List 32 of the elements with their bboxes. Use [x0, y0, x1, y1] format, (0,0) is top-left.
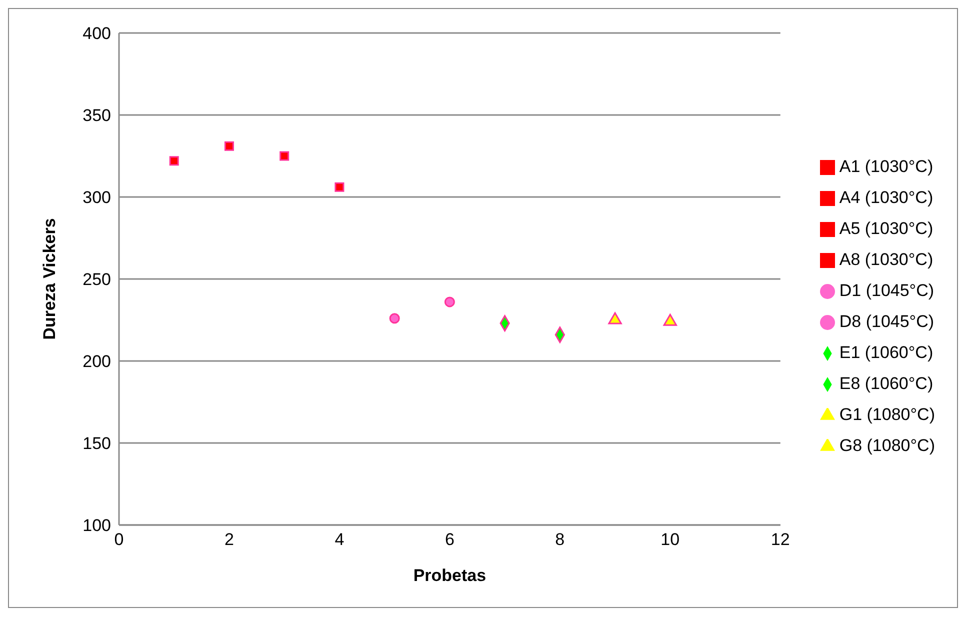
- point: [224, 141, 234, 151]
- legend-label: D1 (1045°C): [839, 281, 934, 300]
- y-tick-label: 200: [82, 352, 111, 372]
- x-tick-label: 10: [660, 530, 680, 550]
- y-tick-label: 100: [82, 516, 111, 536]
- legend-label: E1 (1060°C): [839, 343, 934, 362]
- x-tick-label: 2: [224, 530, 234, 550]
- legend-label: G1 (1080°C): [839, 405, 935, 424]
- x-tick-label: 0: [114, 530, 124, 550]
- x-tick-label: 12: [770, 530, 790, 550]
- point: [334, 182, 344, 192]
- x-tick-label: 6: [444, 530, 454, 550]
- point: [169, 156, 179, 166]
- point: [389, 313, 400, 324]
- x-tick-label: 4: [334, 530, 344, 550]
- legend-label: E8 (1060°C): [839, 374, 934, 393]
- y-tick-label: 400: [82, 24, 111, 44]
- legend-label: D8 (1045°C): [839, 312, 934, 331]
- point: [280, 151, 290, 161]
- legend-label: A5 (1030°C): [839, 219, 934, 238]
- legend-label: A8 (1030°C): [839, 250, 934, 269]
- point: [444, 296, 455, 308]
- y-tick-label: 300: [82, 188, 111, 208]
- legend-label: A4 (1030°C): [839, 188, 934, 207]
- legend-label: A1 (1030°C): [839, 157, 934, 176]
- legend-label: G8 (1080°C): [839, 436, 935, 455]
- y-tick-label: 250: [82, 270, 111, 290]
- x-axis-title: Probetas: [413, 566, 486, 585]
- y-tick-label: 150: [82, 434, 111, 454]
- x-tick-label: 8: [555, 530, 565, 550]
- y-axis-title: Dureza Vickers: [40, 218, 60, 340]
- y-tick-label: 350: [82, 106, 111, 126]
